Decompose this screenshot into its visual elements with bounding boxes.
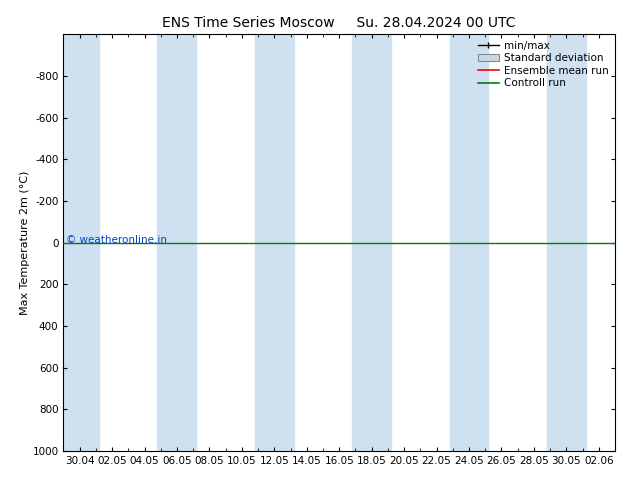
Bar	[547, 34, 586, 451]
Text: © weatheronline.in: © weatheronline.in	[66, 236, 167, 245]
Y-axis label: Max Temperature 2m (°C): Max Temperature 2m (°C)	[20, 171, 30, 315]
Title: ENS Time Series Moscow     Su. 28.04.2024 00 UTC: ENS Time Series Moscow Su. 28.04.2024 00…	[162, 16, 516, 30]
Bar	[450, 34, 488, 451]
Bar	[60, 34, 99, 451]
Bar	[352, 34, 391, 451]
Legend: min/max, Standard deviation, Ensemble mean run, Controll run: min/max, Standard deviation, Ensemble me…	[474, 36, 613, 93]
Bar	[157, 34, 197, 451]
Bar	[255, 34, 294, 451]
